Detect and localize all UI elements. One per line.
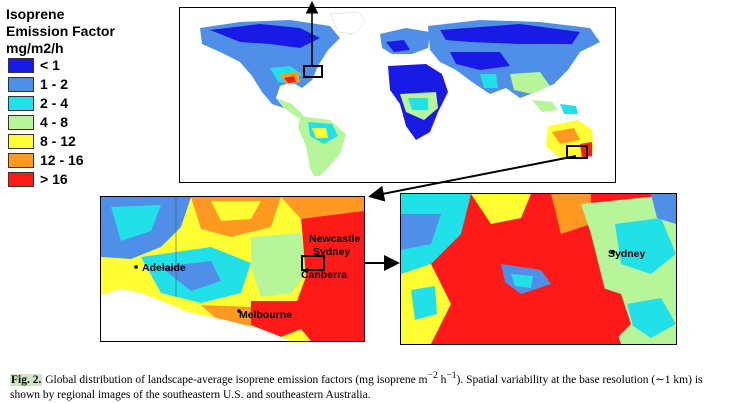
legend-label: 12 - 16 xyxy=(40,152,84,168)
legend-item: < 1 xyxy=(6,57,176,76)
legend-swatch xyxy=(8,134,34,149)
city-sydney: Sydney xyxy=(313,246,351,258)
legend-label: < 1 xyxy=(40,57,60,73)
city-sydney-zoom: Sydney xyxy=(608,248,646,260)
legend-swatch xyxy=(8,172,34,187)
legend-title: Isoprene Emission Factor mg/m2/h xyxy=(6,6,115,56)
legend-item: > 16 xyxy=(6,171,176,190)
sydney-highlight-box xyxy=(301,255,325,271)
caption-text-1: Global distribution of landscape-average… xyxy=(42,373,428,386)
legend-label: 4 - 8 xyxy=(40,114,69,130)
figure-label: Fig. 2. xyxy=(10,373,43,386)
legend-swatch xyxy=(8,96,34,111)
city-melbourne: Melbourne xyxy=(239,309,292,321)
legend-swatch xyxy=(8,77,34,92)
city-newcastle: Newcastle xyxy=(309,233,361,245)
australia-regional-panel: Adelaide Melbourne Newcastle Sydney Canb… xyxy=(100,196,365,342)
legend-items: < 1 1 - 2 2 - 4 4 - 8 8 - 12 12 - 16 > 16 xyxy=(6,57,176,190)
legend-label: 2 - 4 xyxy=(40,95,69,111)
us-highlight-box xyxy=(303,65,323,78)
world-map-panel xyxy=(179,7,616,183)
sydney-zoom-map: Sydney xyxy=(401,194,676,344)
legend-swatch xyxy=(8,58,34,73)
sydney-zoom-panel: Sydney xyxy=(400,193,677,345)
figure-caption: Fig. 2. Global distribution of landscape… xyxy=(10,368,725,403)
city-adelaide: Adelaide xyxy=(142,262,186,274)
legend-label: 1 - 2 xyxy=(40,76,69,92)
legend-label: > 16 xyxy=(40,171,68,187)
australia-highlight-box xyxy=(566,145,588,159)
legend-item: 1 - 2 xyxy=(6,76,176,95)
legend-item: 4 - 8 xyxy=(6,114,176,133)
legend-label: 8 - 12 xyxy=(40,133,76,149)
legend-swatch xyxy=(8,153,34,168)
city-canberra: Canberra xyxy=(301,269,347,281)
caption-text-2: h xyxy=(437,373,447,386)
legend-item: 8 - 12 xyxy=(6,133,176,152)
legend: Isoprene Emission Factor mg/m2/h < 1 1 - … xyxy=(6,6,176,190)
caption-sup-1: −2 xyxy=(427,370,438,381)
legend-item: 12 - 16 xyxy=(6,152,176,171)
legend-swatch xyxy=(8,115,34,130)
australia-regional-map: Adelaide Melbourne Newcastle Sydney Canb… xyxy=(101,197,364,341)
legend-item: 2 - 4 xyxy=(6,95,176,114)
caption-text-3: ). Spatial variability at the base resol… xyxy=(10,373,703,401)
world-map xyxy=(200,11,600,180)
caption-sup-2: −1 xyxy=(446,370,457,381)
